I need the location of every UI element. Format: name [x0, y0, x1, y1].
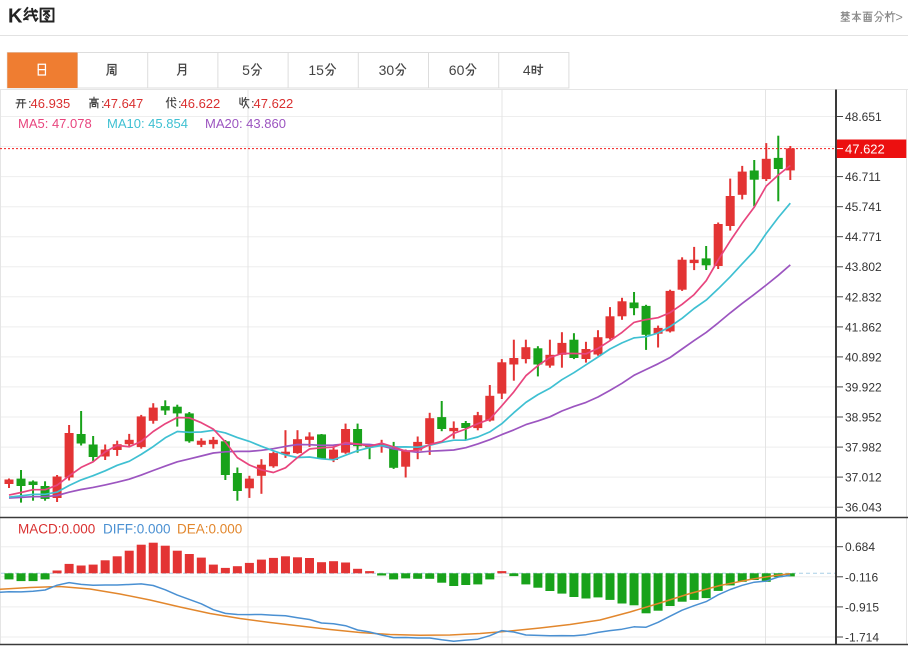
svg-text:39.922: 39.922	[845, 380, 882, 394]
svg-text:46.935: 46.935	[31, 96, 71, 111]
svg-text:15: 15	[308, 62, 324, 78]
svg-text:37.012: 37.012	[845, 471, 882, 485]
svg-text:MA5: 47.078: MA5: 47.078	[18, 116, 92, 131]
svg-text:4: 4	[523, 62, 531, 78]
svg-text:DIFF:0.000: DIFF:0.000	[103, 522, 171, 537]
svg-text:DEA:0.000: DEA:0.000	[177, 522, 242, 537]
svg-text:5: 5	[242, 62, 250, 78]
svg-text:-0.116: -0.116	[845, 570, 878, 584]
svg-text:48.651: 48.651	[845, 110, 882, 124]
svg-text:-0.915: -0.915	[845, 600, 879, 614]
svg-text:41.862: 41.862	[845, 320, 882, 334]
svg-text::: :	[178, 96, 182, 111]
svg-text:60: 60	[449, 62, 465, 78]
svg-text:30: 30	[379, 62, 395, 78]
svg-text::: :	[28, 96, 32, 111]
svg-text:47.647: 47.647	[104, 96, 144, 111]
svg-text:43.802: 43.802	[845, 260, 882, 274]
svg-text:MACD:0.000: MACD:0.000	[18, 522, 95, 537]
svg-text:45.741: 45.741	[845, 200, 882, 214]
svg-text:44.771: 44.771	[845, 230, 882, 244]
svg-text:47.622: 47.622	[845, 141, 885, 156]
svg-text:K: K	[8, 6, 23, 28]
svg-text:36.043: 36.043	[845, 501, 882, 515]
svg-text:37.982: 37.982	[845, 441, 882, 455]
svg-text:MA10: 45.854: MA10: 45.854	[107, 116, 188, 131]
svg-text:46.711: 46.711	[845, 170, 881, 184]
svg-text::: :	[101, 96, 105, 111]
svg-text:46.622: 46.622	[181, 96, 221, 111]
svg-text:42.832: 42.832	[845, 290, 882, 304]
svg-text:>: >	[896, 11, 903, 25]
svg-text:40.892: 40.892	[845, 350, 882, 364]
svg-text:0.684: 0.684	[845, 540, 875, 554]
svg-text:47.622: 47.622	[254, 96, 294, 111]
svg-text::: :	[251, 96, 255, 111]
svg-text:MA20: 43.860: MA20: 43.860	[205, 116, 286, 131]
svg-text:-1.714: -1.714	[845, 631, 879, 645]
svg-text:38.952: 38.952	[845, 411, 882, 425]
